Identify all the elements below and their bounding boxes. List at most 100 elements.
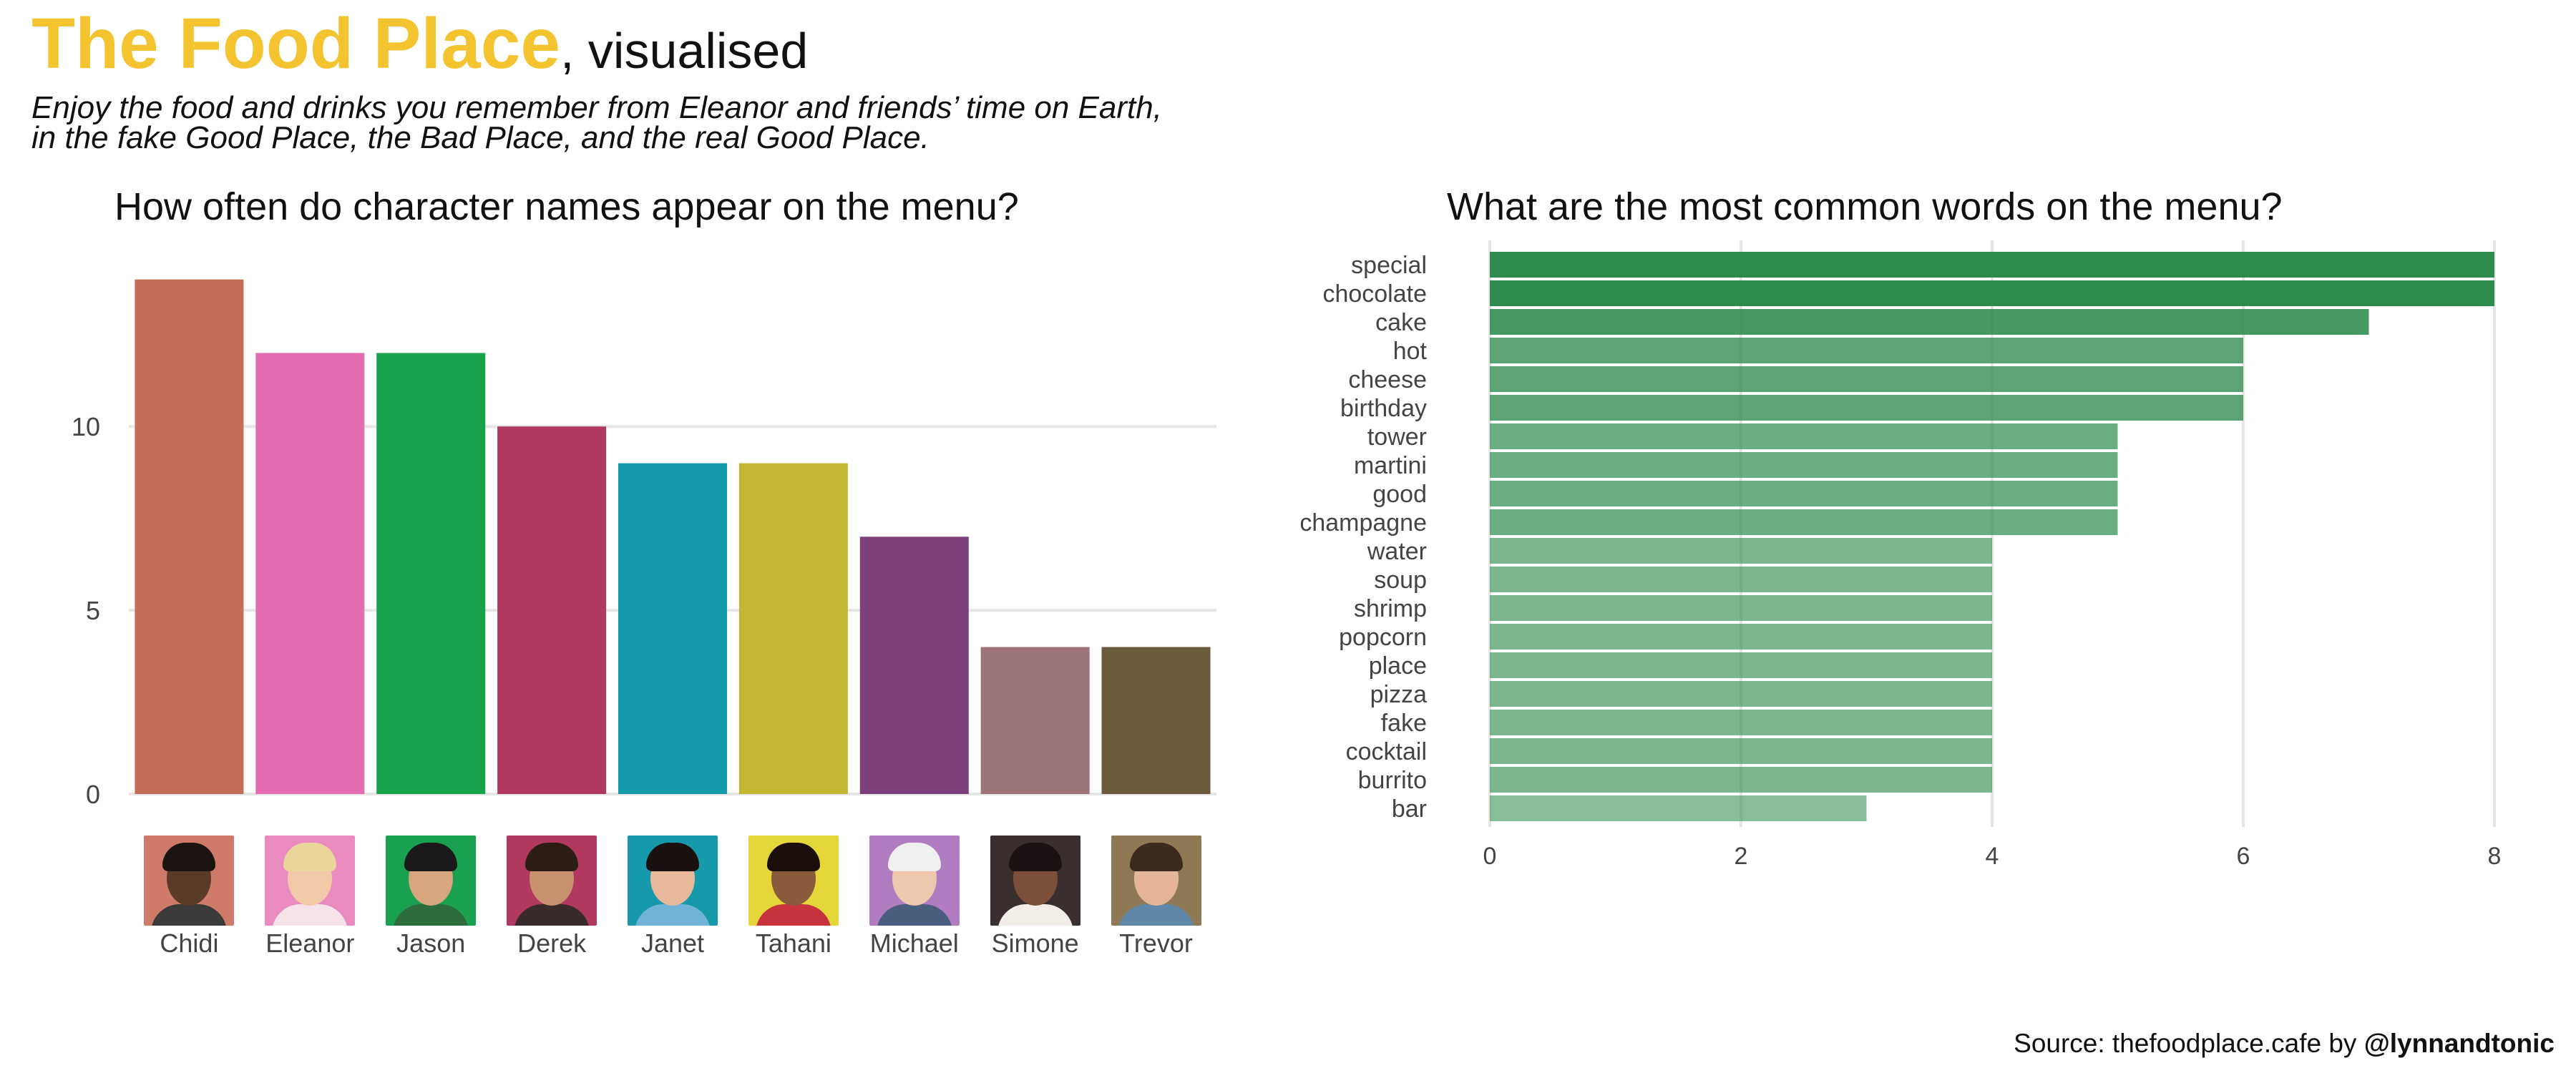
bar-shrimp [1490,595,1992,621]
bar-water [1490,538,1992,564]
title-rest: , visualised [560,23,809,79]
avatar-trevor [1111,836,1201,926]
y-tick-label: cake [1375,309,1427,336]
bar-jason [376,353,486,795]
bar-cheese [1490,366,2243,392]
x-tick-label: 8 [2488,843,2502,870]
y-tick-label: cheese [1348,366,1427,393]
source-prefix: Source: thefoodplace.cafe by [2014,1029,2364,1058]
y-tick-label: hot [1393,338,1428,365]
x-tick-label: Chidi [160,929,219,958]
x-tick-label: 0 [1483,843,1497,870]
bar-champagne [1490,509,2118,535]
y-tick-label: shrimp [1354,595,1427,622]
bar-soup [1490,567,1992,592]
x-tick-label: Eleanor [265,929,355,958]
y-tick-label: pizza [1370,681,1427,708]
bar-trevor [1101,647,1211,794]
avatar-michael [869,836,960,926]
avatar-eleanor [265,836,356,926]
y-tick-label: special [1351,252,1427,279]
y-tick-label: 0 [86,780,100,808]
title-block: The Food Place, visualised [31,4,808,83]
avatar-hair [283,843,337,871]
source-credit: Source: thefoodplace.cafe by @lynnandton… [2014,1029,2555,1059]
y-tick-label: place [1369,652,1427,680]
bar-popcorn [1490,624,1992,650]
avatar-janet [628,836,718,926]
chart1-title: How often do character names appear on t… [114,185,1019,228]
subtitle-line-2: in the fake Good Place, the Bad Place, a… [31,120,930,155]
chart2-title: What are the most common words on the me… [1447,185,2283,228]
y-tick-label: popcorn [1339,624,1427,651]
avatar-derek [507,836,597,926]
y-tick-label: chocolate [1322,280,1427,308]
bar-tahani [738,463,848,794]
y-tick-label: birthday [1340,395,1427,422]
avatar-body [635,904,711,926]
x-tick-label: Jason [396,929,466,958]
avatar-body [755,904,831,926]
bar-cocktail [1490,738,1992,764]
x-tick-label: 2 [1735,843,1748,870]
common-words-chart: 0 2 4 6 8 specialchocolatecakehotcheesebirthd… [1299,240,2502,870]
bar-janet [618,463,727,794]
subtitle: Enjoy the food and drinks you remember f… [31,90,1319,155]
bar-special [1490,252,2494,278]
avatar-body [1118,904,1194,926]
avatar-hair [1008,843,1062,871]
bar-birthday [1490,395,2243,421]
main-title: The Food Place, visualised [31,4,808,83]
character-names-chart: 0 5 10 [72,279,1216,808]
x-tick-label: Tahani [755,929,831,958]
avatar-body [151,904,228,926]
avatar-jason [386,836,477,926]
y-tick-label: 5 [86,596,100,625]
bar-cake [1490,309,2369,335]
y-tick-label: cocktail [1346,738,1427,765]
y-tick-label: soup [1374,567,1427,594]
avatar-body [876,904,952,926]
y-tick-label: burrito [1358,767,1427,794]
title-accent: The Food Place [31,4,561,84]
y-tick-label: good [1372,481,1427,508]
bar-tower [1490,423,2118,449]
avatar-hair [1129,843,1183,871]
bar-simone [980,647,1090,794]
avatar-hair [887,843,941,871]
bar-michael [859,536,969,794]
bar-eleanor [255,353,365,795]
x-tick-label: Derek [517,929,587,958]
y-tick-label: 10 [72,412,100,441]
bar-good [1490,481,2118,506]
avatar-body [514,904,590,926]
y-tick-label: fake [1381,710,1427,737]
bar-chidi [135,279,244,794]
y-tick-label: bar [1392,795,1427,823]
avatar-tahani [748,836,839,926]
y-tick-label: martini [1354,452,1427,479]
bar-bar [1490,795,1867,821]
avatar-hair [404,843,458,871]
bar-hot [1490,338,2243,363]
avatar-chidi [144,836,235,926]
y-tick-label: water [1367,538,1427,565]
x-tick-label: 4 [1986,843,1999,870]
avatar-hair [766,843,820,871]
bar-martini [1490,452,2118,478]
subtitle-line-1: Enjoy the food and drinks you remember f… [31,90,1162,125]
y-tick-label: tower [1367,423,1427,451]
avatar-simone [990,836,1080,926]
bar-derek [497,426,607,794]
x-tick-label: 6 [2237,843,2250,870]
avatar-hair [525,843,579,871]
avatar-body [997,904,1073,926]
x-tick-label: Janet [640,929,705,958]
x-tick-label: Simone [991,929,1079,958]
x-tick-label: Trevor [1119,929,1193,958]
bar-pizza [1490,681,1992,707]
avatar-hair [162,843,216,871]
x-tick-label: Michael [869,929,959,958]
y-tick-label: champagne [1299,509,1427,536]
avatar-hair [646,843,699,871]
